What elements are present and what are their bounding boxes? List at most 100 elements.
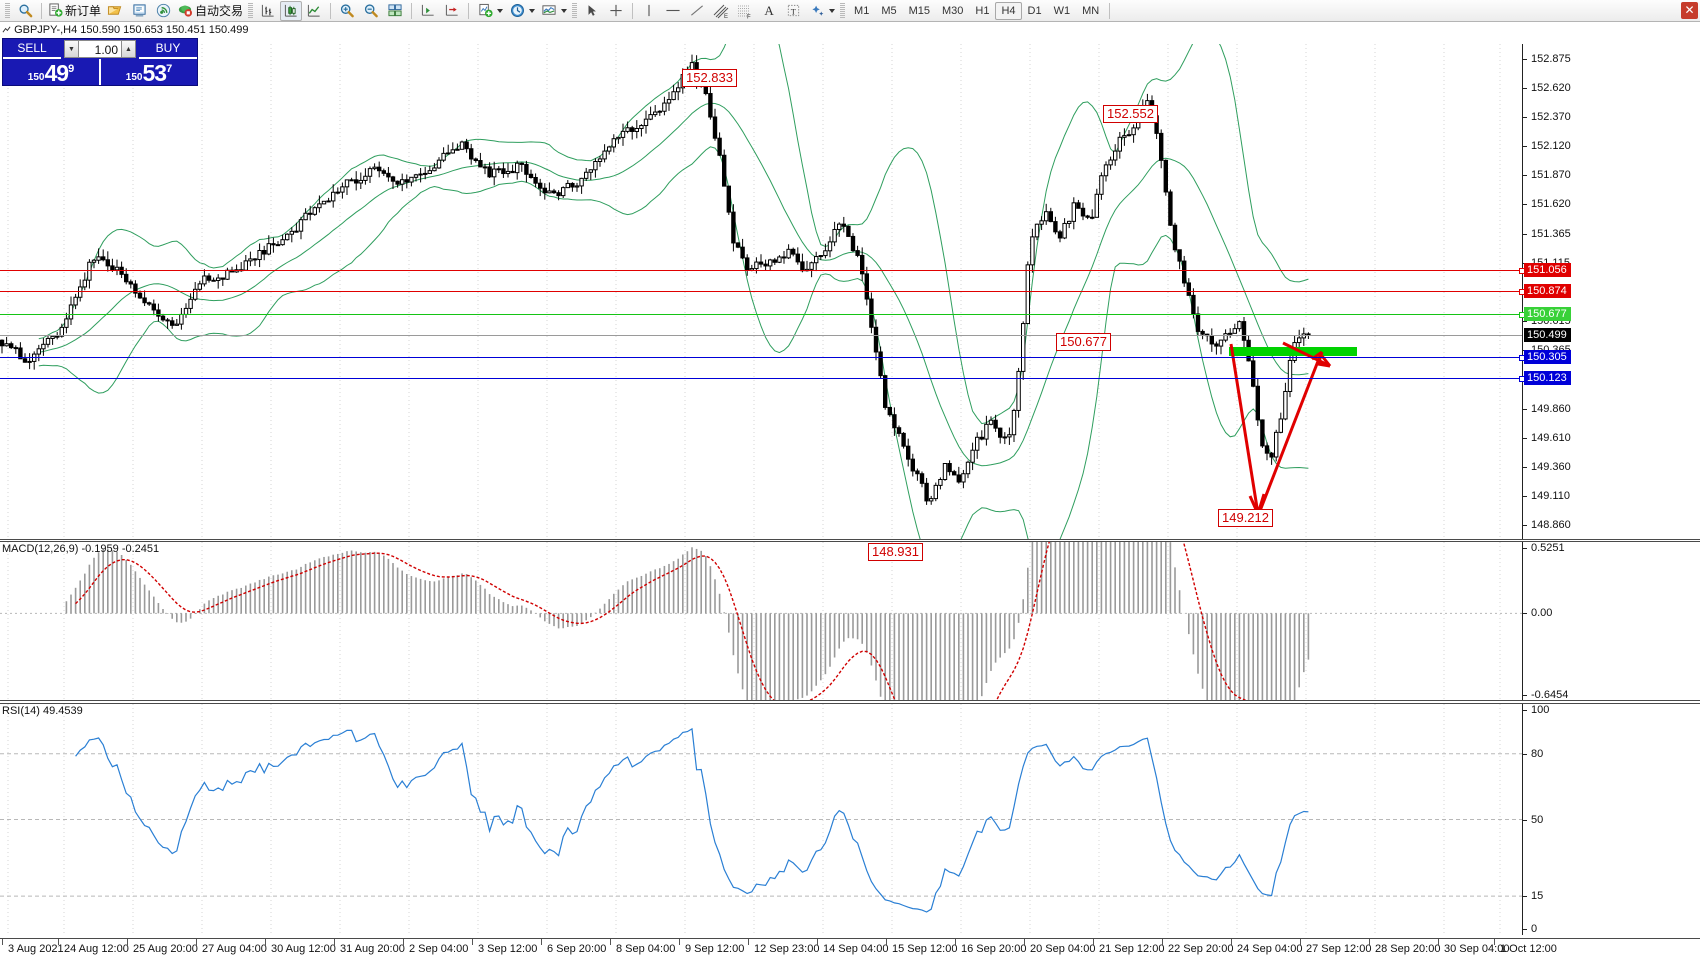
timeframe-w1[interactable]: W1 [1053, 4, 1071, 17]
timeframe-d1[interactable]: D1 [1027, 4, 1042, 17]
rsi-tick: 80 [1523, 748, 1543, 760]
macd-tick-label: 0.00 [1531, 607, 1553, 620]
macd-tick: 0.00 [1523, 607, 1552, 619]
volume-decrement-button[interactable]: ▼ [64, 40, 79, 58]
macd-pane[interactable]: MACD(12,26,9) -0.1959 -0.2451 0.5251 0.00… [0, 541, 1700, 701]
time-tick [1231, 939, 1232, 945]
rsi-tick-label: 100 [1531, 704, 1550, 716]
price-callout[interactable]: 152.833 [682, 69, 737, 87]
toolbar-grip[interactable] [5, 2, 10, 19]
volume-increment-button[interactable]: ▲ [121, 40, 136, 58]
level-line-resistance[interactable] [0, 288, 1525, 295]
timeframe-h1[interactable]: H1 [975, 4, 990, 17]
volume-input[interactable]: 1.00 [79, 40, 121, 58]
level-line-resistance[interactable] [0, 267, 1525, 274]
buy-price[interactable]: 150 53 7 [99, 59, 197, 85]
time-tick [196, 939, 197, 945]
chevron-down-icon-3[interactable] [561, 8, 568, 13]
buy-button[interactable]: BUY [139, 39, 197, 59]
chevron-down-icon-4[interactable] [829, 8, 836, 13]
time-axis-label: 27 Sep 12:00 [1306, 943, 1372, 955]
price-scale[interactable]: 152.875 152.620 152.370 152.120 151.870 151.6… [1522, 44, 1700, 539]
crosshair-icon[interactable] [604, 1, 628, 21]
search-icon[interactable] [13, 1, 37, 21]
level-line-target[interactable] [0, 311, 1525, 318]
price-callout[interactable]: 152.552 [1103, 105, 1158, 123]
sell-button[interactable]: SELL [3, 39, 61, 59]
sell-price[interactable]: 150 49 9 [3, 59, 99, 85]
price-tag-support[interactable]: 150.305 [1524, 350, 1571, 365]
timeframe-h4[interactable]: H4 [995, 1, 1022, 20]
chevron-down-icon-2[interactable] [529, 8, 536, 13]
folder-icon[interactable] [103, 1, 127, 21]
price-tick-label: 151.870 [1531, 169, 1571, 182]
rsi-pane[interactable]: RSI(14) 49.4539 100 80 50 15 0 [0, 703, 1700, 935]
price-tag-resistance[interactable]: 150.874 [1524, 283, 1571, 298]
rsi-tick: 15 [1523, 890, 1543, 902]
tile-windows-icon[interactable] [383, 1, 407, 21]
toolbar-separator-3 [330, 2, 332, 19]
chevron-down-icon[interactable] [497, 8, 504, 13]
close-icon[interactable]: ✕ [1681, 2, 1698, 19]
rsi-plot-area[interactable] [0, 704, 1522, 935]
candlestick-chart-icon[interactable] [280, 0, 303, 21]
trendline-icon[interactable] [685, 1, 709, 21]
text-icon-glyph: A [764, 2, 774, 18]
level-line-support[interactable] [0, 355, 1525, 362]
text-icon[interactable]: A [757, 1, 781, 21]
timeframe-m1[interactable]: M1 [854, 4, 870, 17]
time-axis-label: 21 Sep 12:00 [1099, 943, 1165, 955]
macd-scale[interactable]: 0.5251 0.00 -0.6454 [1522, 542, 1700, 701]
periods-clock-icon[interactable] [505, 1, 537, 21]
price-callout[interactable]: 148.931 [868, 543, 923, 561]
price-callout[interactable]: 150.677 [1056, 333, 1111, 351]
toolbar-grip-3[interactable] [572, 2, 578, 19]
auto-trading-button[interactable]: 自动交易 [175, 1, 245, 21]
timeframe-mn[interactable]: MN [1082, 4, 1100, 17]
fibonacci-icon[interactable]: F [733, 1, 757, 21]
price-tick-label: 148.860 [1531, 518, 1571, 531]
zoom-out-icon[interactable] [359, 1, 383, 21]
equidistant-channel-icon[interactable]: E [709, 1, 733, 21]
price-tag-support[interactable]: 150.123 [1524, 371, 1571, 386]
price-tag-current-price[interactable]: 150.499 [1524, 327, 1571, 342]
macd-plot-area[interactable] [0, 542, 1522, 700]
toolbar-grip-4[interactable] [840, 2, 846, 19]
price-pane[interactable]: 152.875 152.620 152.370 152.120 151.870 151.6… [0, 44, 1700, 561]
auto-scroll-icon[interactable] [416, 1, 440, 21]
zoom-in-icon[interactable] [335, 1, 359, 21]
new-order-button[interactable]: 新订单 [46, 1, 103, 21]
time-axis[interactable]: 3 Aug 2021 24 Aug 12:00 25 Aug 20:00 27 Aug… [0, 938, 1700, 961]
timeframe-m15[interactable]: M15 [908, 4, 930, 17]
timeframe-m30[interactable]: M30 [942, 4, 964, 17]
timeframe-m5[interactable]: M5 [881, 4, 897, 17]
time-tick [1494, 939, 1495, 945]
price-tag-resistance[interactable]: 151.056 [1524, 262, 1571, 277]
chart-icon [2, 26, 11, 33]
templates-icon[interactable] [537, 1, 569, 21]
chart-shift-icon[interactable] [440, 1, 464, 21]
shapes-icon[interactable] [805, 1, 837, 21]
price-callout[interactable]: 149.212 [1218, 509, 1273, 527]
vertical-line-icon[interactable] [637, 1, 661, 21]
macd-tick-label: -0.6454 [1531, 689, 1569, 701]
level-line-support[interactable] [0, 376, 1525, 383]
time-tick [58, 939, 59, 945]
text-label-icon[interactable]: T [781, 1, 805, 21]
level-line-current-price[interactable] [0, 334, 1522, 336]
rsi-scale[interactable]: 100 80 50 15 0 [1522, 704, 1700, 935]
line-chart-icon[interactable] [302, 1, 326, 21]
buy-price-mid: 53 [142, 60, 167, 86]
horizontal-line-icon[interactable] [661, 1, 685, 21]
bar-chart-icon[interactable] [256, 1, 280, 21]
price-tag-target[interactable]: 150.677 [1524, 306, 1571, 321]
signals-icon[interactable] [151, 1, 175, 21]
indicators-icon[interactable] [473, 1, 505, 21]
volume-stepper[interactable]: ▼ 1.00 ▲ [64, 40, 136, 58]
cursor-icon[interactable] [580, 1, 604, 21]
toolbar-separator [41, 2, 42, 19]
price-tick-label: 152.620 [1531, 82, 1571, 95]
toolbar-grip-2[interactable] [248, 2, 254, 19]
terminal-icon[interactable] [127, 1, 151, 21]
time-axis-label: 28 Sep 20:00 [1375, 943, 1441, 955]
